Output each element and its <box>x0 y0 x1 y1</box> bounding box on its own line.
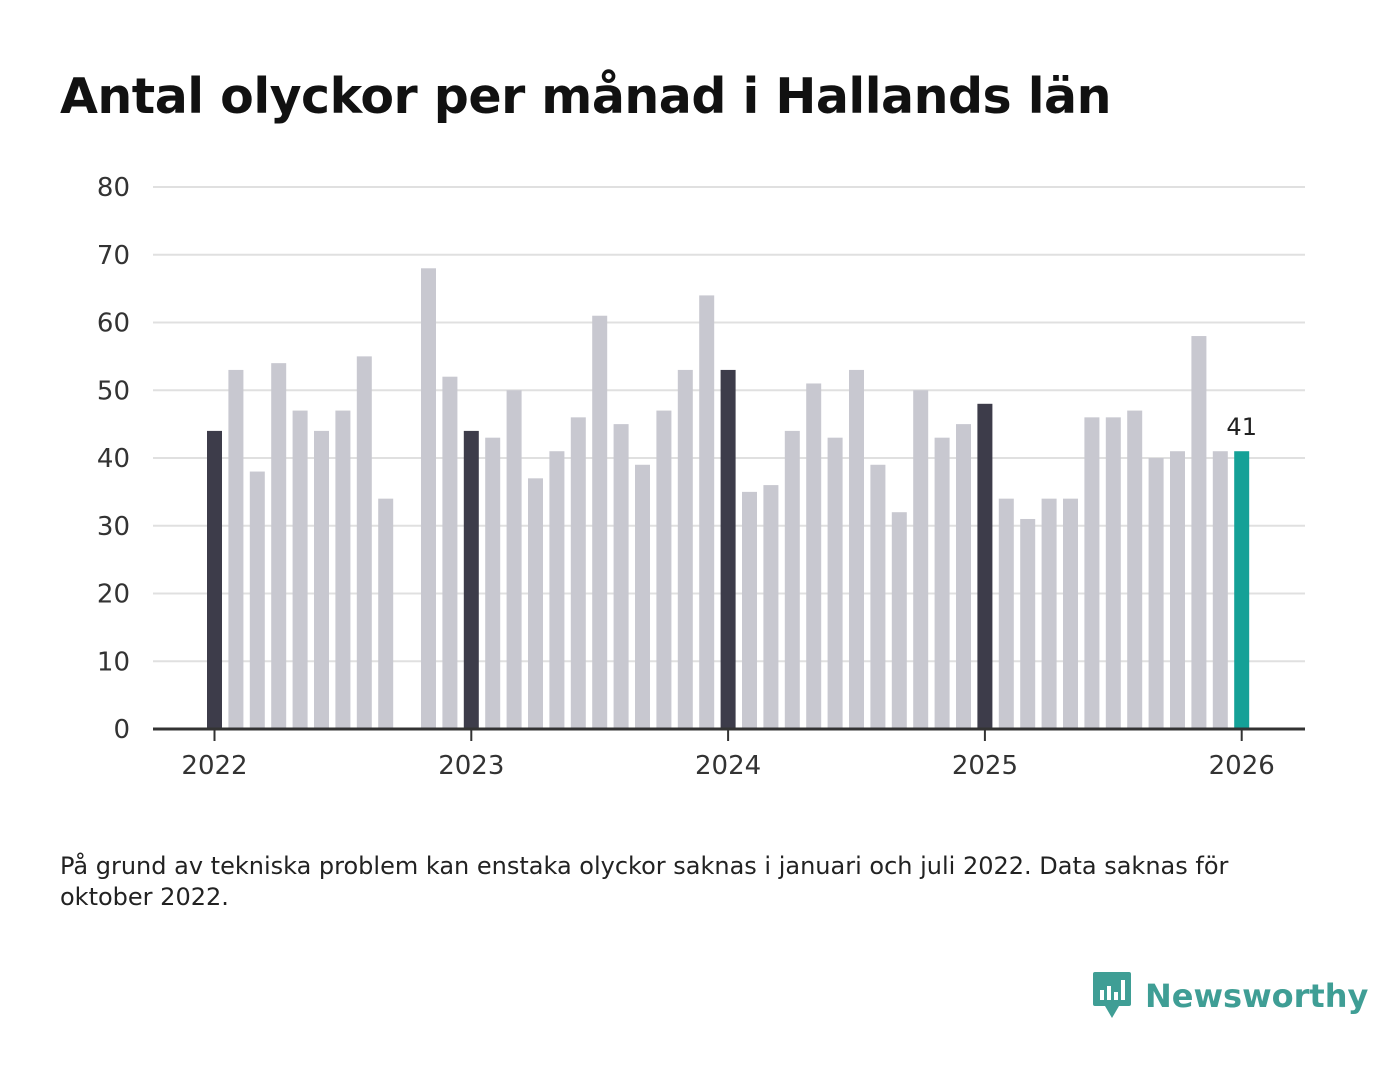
bar-2022-06 <box>314 430 329 729</box>
brand-name: Newsworthy <box>1145 977 1369 1015</box>
bar-2024-12 <box>956 424 971 729</box>
bar-2025-12 <box>1212 451 1228 729</box>
chart-title: Antal olyckor per månad i Hallands län <box>60 68 1112 125</box>
bar-2022-05 <box>292 410 308 729</box>
y-tick-label: 60 <box>97 309 130 339</box>
bar-2023-04 <box>528 478 543 729</box>
bar-2024-07 <box>849 369 864 729</box>
bar-2025-11 <box>1191 336 1207 729</box>
bar-2026-01 <box>1234 451 1250 729</box>
bar-2025-01 <box>977 403 993 729</box>
latest-value-label: 41 <box>1226 413 1257 441</box>
bar-2022-01 <box>207 430 222 729</box>
bar-2023-09 <box>635 464 650 729</box>
bar-2023-08 <box>613 424 629 729</box>
bar-2025-08 <box>1127 410 1143 729</box>
y-tick-label: 20 <box>97 580 130 610</box>
bar-2023-05 <box>549 451 565 729</box>
bar-2023-06 <box>570 417 586 729</box>
bar-2022-09 <box>378 498 394 729</box>
bar-2024-05 <box>806 383 822 729</box>
bar-2024-10 <box>913 390 929 729</box>
y-tick-label: 80 <box>97 173 130 203</box>
bar-2022-07 <box>335 410 351 729</box>
bar-2025-04 <box>1041 498 1057 729</box>
y-tick-label: 40 <box>97 444 130 474</box>
bar-2025-03 <box>1020 518 1036 729</box>
bar-2025-07 <box>1105 417 1121 729</box>
newsworthy-logo-icon <box>1093 972 1131 1018</box>
bar-2024-02 <box>742 491 757 729</box>
bar-2025-02 <box>998 498 1014 729</box>
bar-2023-03 <box>506 390 522 729</box>
data-labels: 41 <box>1226 413 1257 441</box>
bar-2023-02 <box>485 437 501 729</box>
bar-2023-01 <box>463 430 479 729</box>
y-tick-label: 50 <box>97 376 130 406</box>
y-tick-label: 0 <box>113 715 130 745</box>
bar-2023-07 <box>592 315 608 729</box>
brand-logo: Newsworthy <box>1091 970 1368 1022</box>
bar-2024-11 <box>934 437 950 729</box>
bar-2024-04 <box>784 430 800 729</box>
bar-2024-08 <box>870 464 886 729</box>
bar-2024-01 <box>720 369 736 729</box>
y-tick-label: 30 <box>97 512 130 542</box>
bar-2025-10 <box>1170 451 1185 729</box>
bar-2022-02 <box>228 369 244 729</box>
bar-2025-09 <box>1148 458 1164 729</box>
x-tick-label: 2023 <box>438 751 504 781</box>
x-axis-ticks: 2022 2023 2024 2025 2026 <box>181 729 1275 781</box>
bar-2022-04 <box>271 363 287 729</box>
bar-2022-03 <box>249 471 265 729</box>
bar-2025-06 <box>1084 417 1100 729</box>
footnote: På grund av tekniska problem kan enstaka… <box>60 852 1229 911</box>
y-axis-ticks: 0 10 20 30 40 50 60 70 80 <box>97 173 130 745</box>
x-tick-label: 2022 <box>181 751 247 781</box>
bar-2022-08 <box>356 356 372 729</box>
bar-2024-09 <box>891 512 907 729</box>
bar-2025-05 <box>1063 498 1078 729</box>
bar-2024-03 <box>763 485 779 729</box>
bar-2024-06 <box>827 437 843 729</box>
x-tick-label: 2026 <box>1209 751 1275 781</box>
bars <box>207 268 1250 729</box>
bar-2022-12 <box>442 376 458 729</box>
y-tick-label: 10 <box>97 647 130 677</box>
y-tick-label: 70 <box>97 241 130 271</box>
bar-2023-10 <box>656 410 672 729</box>
bar-2022-11 <box>421 268 436 729</box>
x-tick-label: 2025 <box>952 751 1018 781</box>
bar-2023-12 <box>699 295 715 729</box>
bar-2023-11 <box>677 369 693 729</box>
x-tick-label: 2024 <box>695 751 761 781</box>
bar-chart: 0 10 20 30 40 50 60 70 80 2022 2023 2024 2025 2026 4… <box>97 173 1305 781</box>
